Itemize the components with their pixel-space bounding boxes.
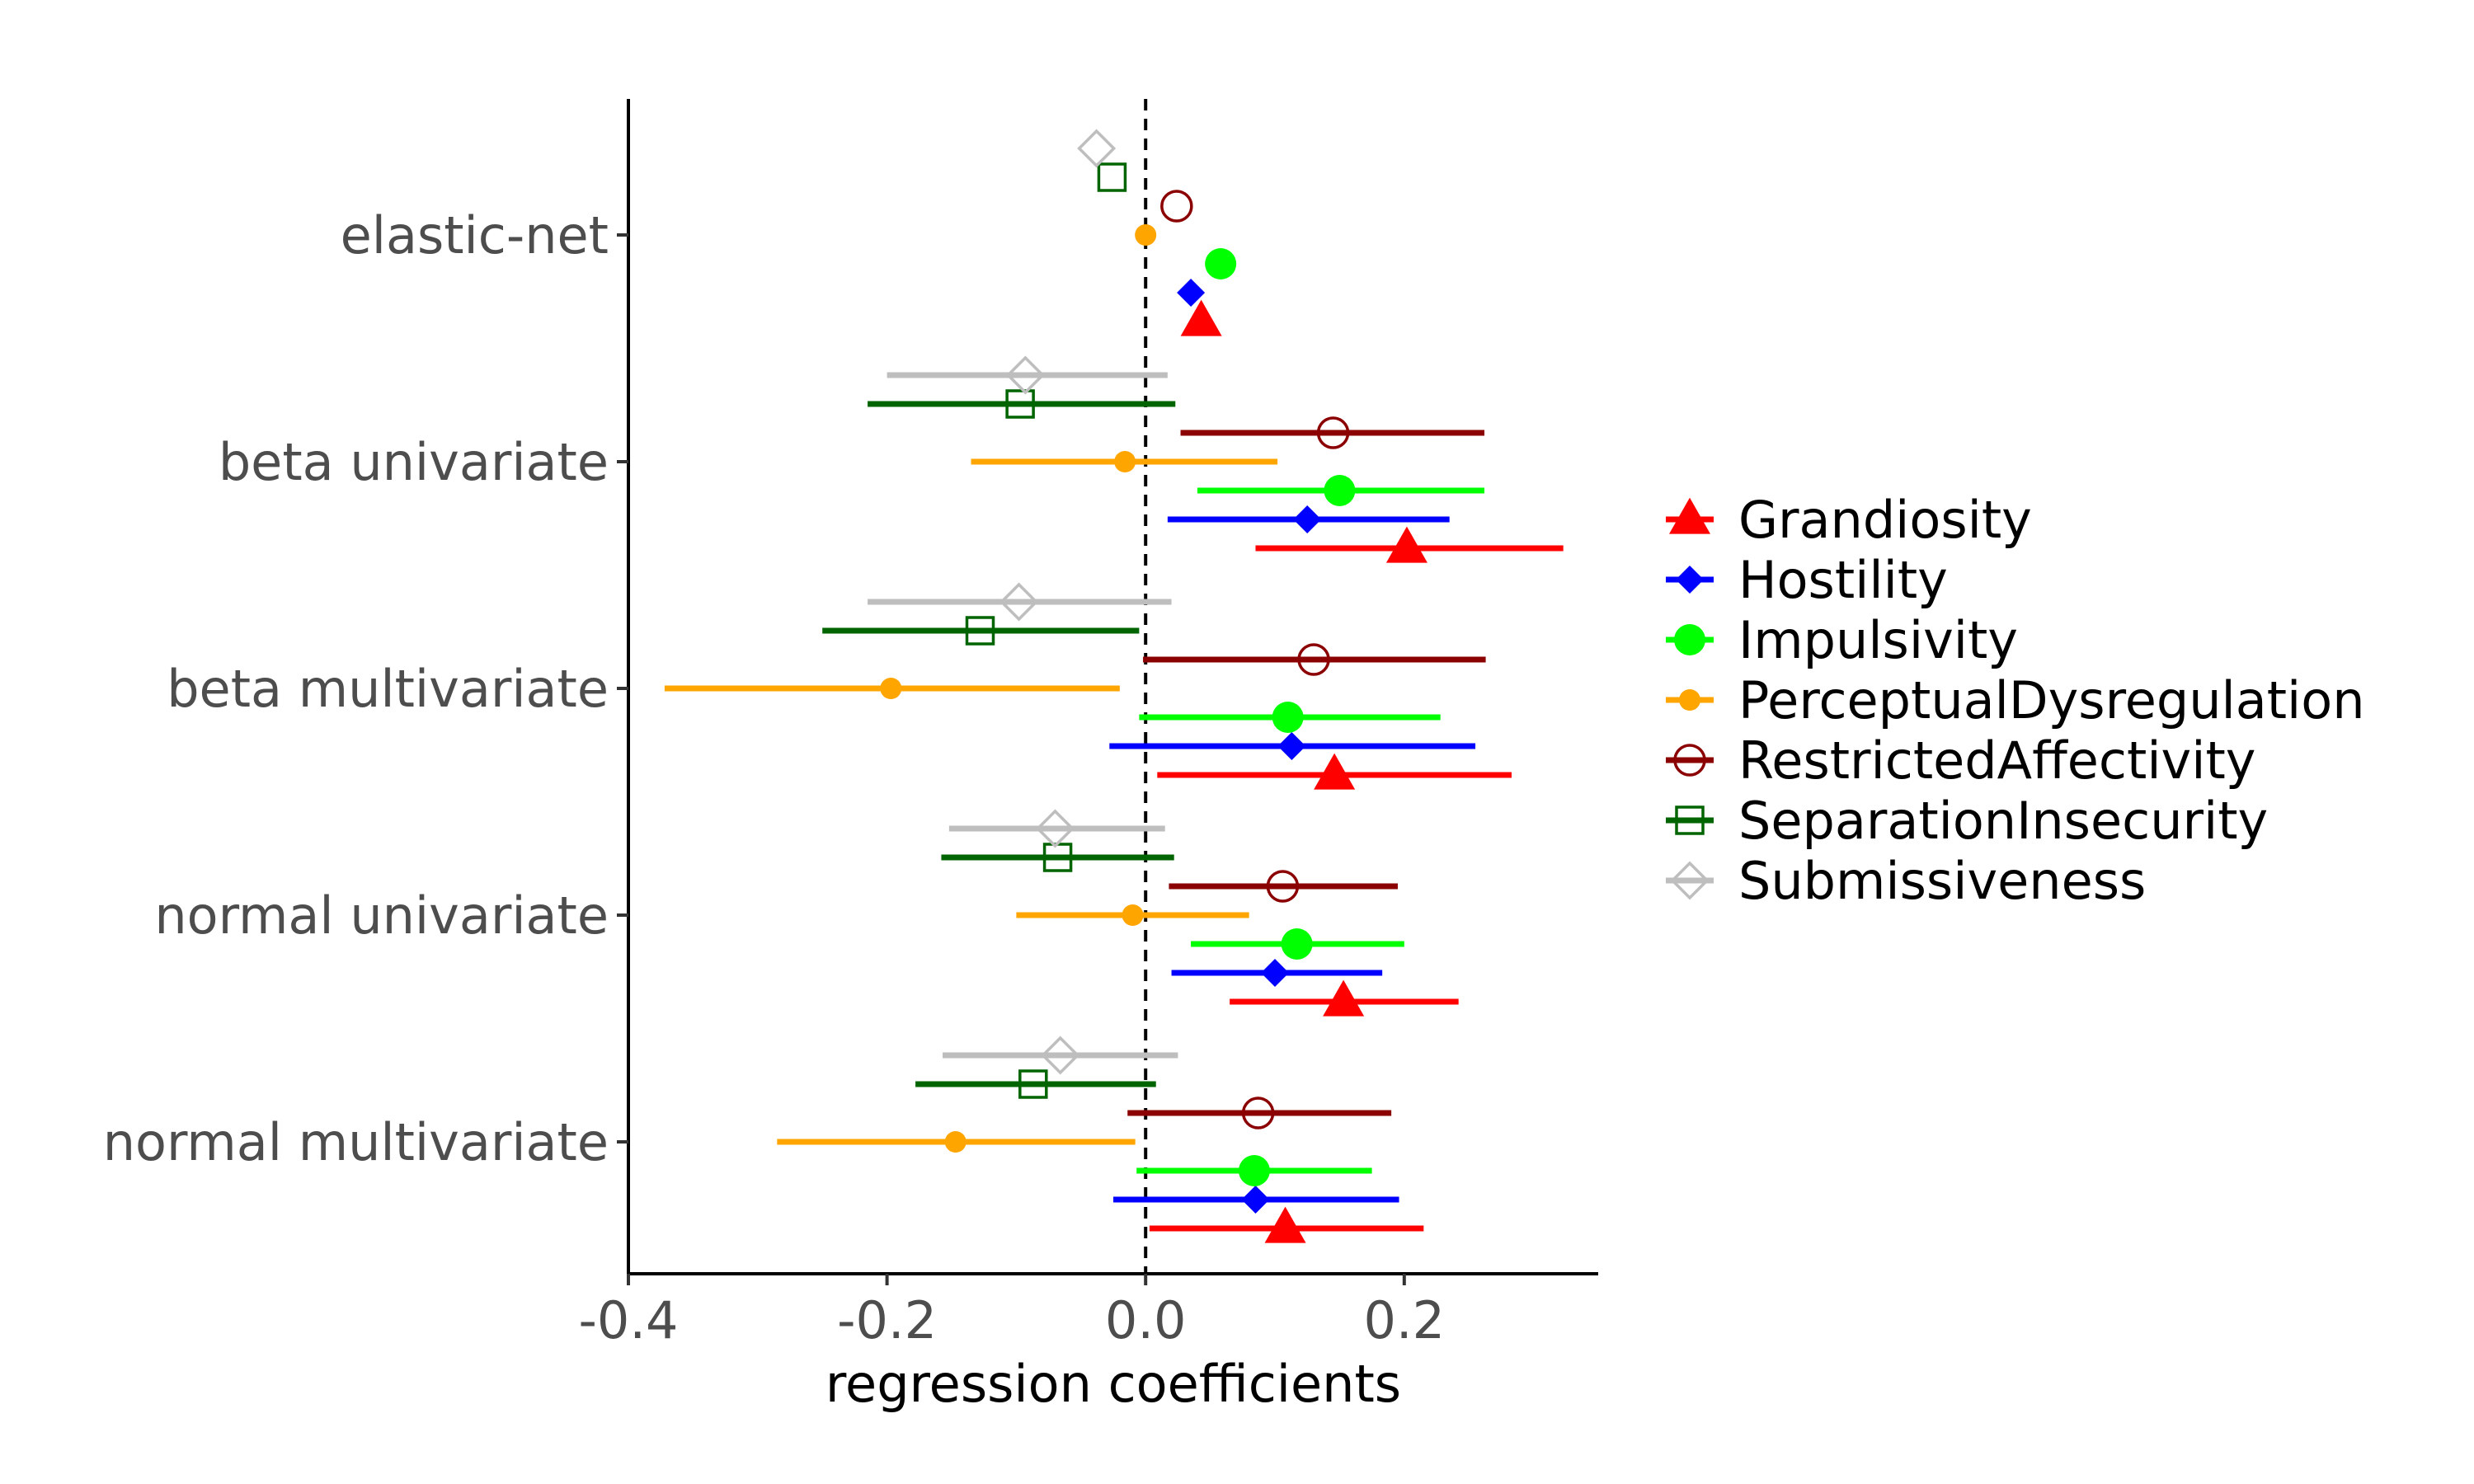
legend-item-hostility: Hostility bbox=[1666, 550, 1948, 610]
legend: GrandiosityHostilityImpulsivityPerceptua… bbox=[1666, 490, 2365, 911]
legend-marker bbox=[1670, 861, 1710, 900]
series-restrictedaffectivity bbox=[1127, 190, 1486, 1129]
legend-marker bbox=[1676, 566, 1704, 594]
x-axis-title: regression coefficients bbox=[825, 1354, 1401, 1414]
point-grandiosity-beta-univariate bbox=[1385, 526, 1427, 563]
y-tick-label-beta-univariate: beta univariate bbox=[219, 432, 609, 492]
legend-marker bbox=[1669, 497, 1710, 534]
point-submissiveness-elastic-net bbox=[1077, 129, 1117, 168]
legend-label: RestrictedAffectivity bbox=[1738, 730, 2255, 791]
series-perceptualdysregulation bbox=[664, 224, 1278, 1153]
series-separationinsecurity bbox=[822, 162, 1176, 1099]
y-tick-label-normal-multivariate: normal multivariate bbox=[103, 1112, 609, 1172]
series-impulsivity bbox=[1136, 248, 1485, 1186]
legend-item-impulsivity: Impulsivity bbox=[1666, 610, 2018, 670]
point-impulsivity-elastic-net bbox=[1205, 248, 1237, 279]
point-grandiosity-normal-multivariate bbox=[1264, 1206, 1306, 1243]
point-submissiveness-normal-multivariate bbox=[1041, 1036, 1080, 1075]
point-impulsivity-normal-multivariate bbox=[1238, 1155, 1270, 1186]
point-separationinsecurity-normal-multivariate bbox=[1018, 1069, 1048, 1099]
axes-layer: -0.4 -0.2 0.0 0.2 elastic-net beta univariate… bbox=[103, 99, 1598, 1350]
point-hostility-beta-univariate bbox=[1293, 505, 1322, 533]
legend-item-perceptualdysregulation: PerceptualDysregulation bbox=[1666, 670, 2365, 730]
legend-item-grandiosity: Grandiosity bbox=[1666, 490, 2032, 550]
legend-label: PerceptualDysregulation bbox=[1738, 670, 2365, 730]
series-grandiosity bbox=[1149, 299, 1564, 1243]
legend-item-separationinsecurity: SeparationInsecurity bbox=[1666, 791, 2268, 851]
data-layer bbox=[664, 129, 1564, 1243]
legend-marker bbox=[1673, 744, 1706, 777]
point-perceptualdysregulation-beta-univariate bbox=[1114, 451, 1136, 472]
point-perceptualdysregulation-normal-univariate bbox=[1122, 904, 1144, 926]
point-grandiosity-normal-univariate bbox=[1323, 979, 1365, 1017]
point-impulsivity-normal-univariate bbox=[1281, 928, 1313, 960]
x-tick-label: 0.0 bbox=[1105, 1290, 1187, 1350]
point-hostility-elastic-net bbox=[1177, 279, 1206, 307]
point-submissiveness-normal-univariate bbox=[1035, 809, 1075, 848]
point-restrictedaffectivity-beta-univariate bbox=[1316, 416, 1350, 449]
point-perceptualdysregulation-beta-multivariate bbox=[880, 678, 902, 699]
point-submissiveness-beta-univariate bbox=[1005, 355, 1045, 395]
legend-item-submissiveness: Submissiveness bbox=[1666, 851, 2146, 911]
point-separationinsecurity-beta-multivariate bbox=[965, 616, 995, 646]
point-grandiosity-beta-multivariate bbox=[1314, 753, 1356, 790]
point-hostility-normal-univariate bbox=[1261, 959, 1289, 987]
legend-label: Impulsivity bbox=[1738, 610, 2018, 670]
x-tick-label: -0.4 bbox=[579, 1290, 679, 1350]
point-restrictedaffectivity-beta-multivariate bbox=[1297, 643, 1330, 676]
point-perceptualdysregulation-normal-multivariate bbox=[944, 1131, 967, 1153]
series-submissiveness bbox=[868, 129, 1178, 1075]
point-submissiveness-beta-multivariate bbox=[999, 582, 1039, 622]
legend-marker bbox=[1675, 805, 1705, 835]
point-restrictedaffectivity-normal-univariate bbox=[1266, 870, 1300, 903]
point-hostility-beta-multivariate bbox=[1277, 732, 1306, 760]
legend-label: Grandiosity bbox=[1738, 490, 2032, 550]
series-hostility bbox=[1109, 279, 1476, 1214]
legend-item-restrictedaffectivity: RestrictedAffectivity bbox=[1666, 730, 2255, 791]
y-tick-label-normal-univariate: normal univariate bbox=[154, 885, 609, 946]
legend-label: Hostility bbox=[1738, 550, 1948, 610]
point-grandiosity-elastic-net bbox=[1180, 299, 1222, 336]
point-separationinsecurity-elastic-net bbox=[1097, 162, 1127, 192]
x-tick-label: 0.2 bbox=[1363, 1290, 1445, 1350]
legend-label: SeparationInsecurity bbox=[1738, 791, 2268, 851]
x-tick-label: -0.2 bbox=[837, 1290, 937, 1350]
legend-marker bbox=[1674, 624, 1705, 655]
y-tick-label-beta-multivariate: beta multivariate bbox=[167, 659, 609, 719]
point-hostility-normal-multivariate bbox=[1241, 1186, 1270, 1214]
point-separationinsecurity-beta-univariate bbox=[1005, 389, 1035, 419]
legend-label: Submissiveness bbox=[1738, 851, 2146, 911]
point-impulsivity-beta-multivariate bbox=[1272, 702, 1304, 733]
y-tick-label-elastic-net: elastic-net bbox=[341, 205, 609, 265]
point-impulsivity-beta-univariate bbox=[1324, 475, 1356, 506]
point-restrictedaffectivity-normal-multivariate bbox=[1241, 1097, 1275, 1129]
legend-marker bbox=[1679, 689, 1700, 711]
point-restrictedaffectivity-elastic-net bbox=[1160, 190, 1193, 223]
point-perceptualdysregulation-elastic-net bbox=[1135, 224, 1157, 246]
